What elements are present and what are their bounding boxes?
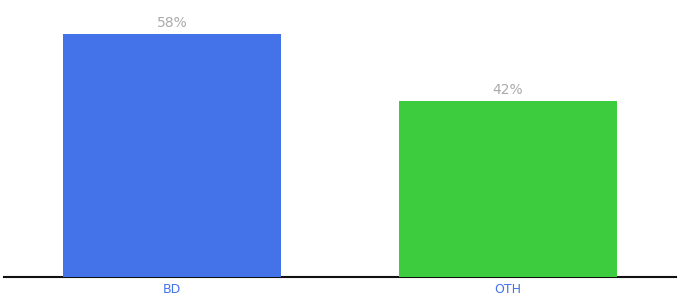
- Bar: [63, 34, 282, 277]
- Text: 58%: 58%: [156, 16, 188, 30]
- Bar: [398, 101, 617, 277]
- Text: 42%: 42%: [492, 83, 523, 98]
